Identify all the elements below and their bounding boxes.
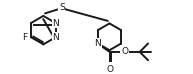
- Text: O: O: [121, 47, 128, 56]
- Text: N: N: [52, 18, 59, 28]
- Text: N: N: [52, 33, 59, 42]
- Text: F: F: [22, 33, 27, 42]
- Text: N: N: [95, 39, 101, 48]
- Text: S: S: [59, 3, 65, 12]
- Text: O: O: [106, 65, 113, 74]
